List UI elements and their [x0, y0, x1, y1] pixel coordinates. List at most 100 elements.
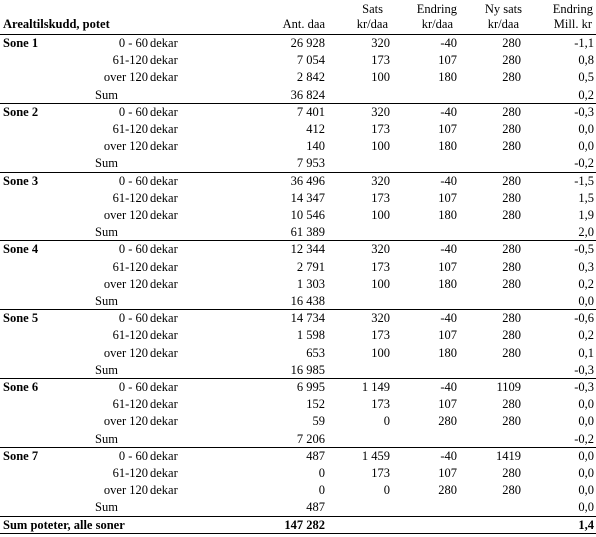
col-header-endring-2: kr/daa: [421, 17, 453, 31]
table-row: Sone 6 0 - 60 dekar 6 995 1 149 -40 1109 -0,3: [0, 379, 596, 396]
endring-mill-cell: 0,2: [578, 328, 594, 343]
endring-mill-cell: 0,0: [578, 448, 594, 463]
table-row: Sone 7 0 - 60 dekar 487 1 459 -40 1419 0,0: [0, 448, 596, 465]
ant-daa-cell: 59: [312, 414, 326, 429]
sats-cell: 100: [371, 208, 390, 222]
ant-daa-cell: 0: [318, 483, 325, 498]
endring-cell: 280: [438, 414, 457, 429]
ant-daa-cell: 7 054: [296, 53, 325, 68]
ny-sats-cell: 280: [502, 139, 521, 154]
endring-cell: 180: [438, 139, 457, 154]
sum-ant-cell: 7 953: [296, 156, 325, 171]
sats-cell: 173: [371, 53, 390, 68]
col-header-ant: Ant. daa: [282, 17, 325, 31]
sum-row: Sum 7 953 -0,2: [0, 155, 596, 172]
range-label: 61-120: [112, 259, 148, 274]
range-label: over 120: [103, 483, 148, 498]
endring-cell: 180: [438, 70, 457, 85]
zone-name: Sone 2: [3, 104, 39, 119]
zone-name: Sone 3: [3, 173, 39, 188]
sats-cell: 173: [371, 122, 390, 136]
endring-mill-cell: 1,5: [578, 190, 594, 205]
sum-ant-cell: 36 824: [290, 87, 325, 102]
endring-mill-cell: 1,9: [578, 208, 594, 222]
unit-label: dekar: [150, 190, 178, 205]
ant-daa-cell: 2 791: [296, 259, 325, 274]
row-divider: [0, 446, 596, 448]
col-header-nysats-1: Ny sats: [484, 2, 522, 16]
table-row: Sone 3 0 - 60 dekar 36 496 320 -40 280 -1,5: [0, 173, 596, 190]
range-label: over 120: [103, 70, 148, 85]
endring-mill-cell: 0,0: [578, 483, 594, 498]
unit-label: dekar: [150, 208, 178, 222]
range-label: over 120: [103, 208, 148, 222]
table-row: Sone 2 0 - 60 dekar 7 401 320 -40 280 -0,3: [0, 104, 596, 121]
unit-label: dekar: [150, 139, 178, 154]
total-label: Sum poteter, alle soner: [3, 517, 125, 532]
ny-sats-cell: 1419: [496, 448, 521, 463]
table-row: Sone 1 0 - 60 dekar 26 928 320 -40 280 -1,1: [0, 35, 596, 52]
sum-mill-cell: 0,2: [578, 87, 594, 102]
endring-cell: -40: [440, 242, 457, 257]
sum-mill-cell: 0,0: [578, 500, 594, 515]
sats-cell: 173: [371, 397, 390, 412]
range-label: 61-120: [112, 466, 148, 480]
sum-row: Sum 16 438 0,0: [0, 293, 596, 310]
row-divider: [0, 378, 596, 379]
ny-sats-cell: 280: [502, 276, 521, 291]
ant-daa-cell: 7 401: [296, 104, 325, 119]
range-label: over 120: [103, 414, 148, 429]
sats-cell: 320: [371, 311, 390, 326]
endring-mill-cell: 0,8: [578, 53, 594, 68]
range-label: 0 - 60: [118, 104, 148, 119]
unit-label: dekar: [150, 345, 178, 360]
endring-cell: 107: [438, 328, 457, 343]
ny-sats-cell: 280: [502, 328, 521, 343]
ny-sats-cell: 280: [502, 208, 521, 222]
ny-sats-cell: 1109: [496, 380, 521, 394]
sats-cell: 173: [371, 259, 390, 274]
table-row: 61-120 dekar 7 054 173 107 280 0,8: [0, 52, 596, 69]
range-label: over 120: [103, 276, 148, 291]
sats-cell: 100: [371, 139, 390, 154]
col-header-endring-1: Endring: [416, 2, 457, 16]
sum-mill-cell: -0,3: [574, 362, 594, 377]
zone-name: Sone 7: [3, 448, 39, 463]
sum-mill-cell: -0,2: [574, 431, 594, 446]
sats-cell: 320: [371, 242, 390, 257]
ant-daa-cell: 1 598: [296, 328, 325, 343]
sum-row: Sum 16 985 -0,3: [0, 362, 596, 379]
ant-daa-cell: 36 496: [290, 173, 325, 188]
unit-label: dekar: [150, 242, 178, 257]
endring-mill-cell: 0,0: [578, 414, 594, 429]
endring-cell: 107: [438, 466, 457, 480]
unit-label: dekar: [150, 53, 178, 68]
table-row: over 120 dekar 140 100 180 280 0,0: [0, 138, 596, 155]
table-row: 61-120 dekar 14 347 173 107 280 1,5: [0, 190, 596, 207]
endring-mill-cell: 0,1: [578, 345, 594, 360]
sum-row: Sum 7 206 -0,2: [0, 431, 596, 448]
row-divider: [0, 515, 596, 517]
table-row: over 120 dekar 0 0 280 280 0,0: [0, 482, 596, 499]
endring-cell: 180: [438, 276, 457, 291]
row-divider: [0, 309, 596, 311]
sats-cell: 1 459: [361, 448, 390, 463]
endring-cell: -40: [440, 380, 457, 394]
sats-cell: 320: [371, 36, 390, 50]
range-label: 0 - 60: [118, 311, 148, 326]
ny-sats-cell: 280: [502, 104, 521, 119]
sats-cell: 173: [371, 328, 390, 343]
sum-label: Sum: [95, 500, 118, 515]
endring-cell: -40: [440, 104, 457, 119]
ny-sats-cell: 280: [502, 483, 521, 498]
sum-label: Sum: [95, 294, 118, 308]
ant-daa-cell: 12 344: [290, 242, 325, 257]
sum-ant-cell: 16 438: [290, 294, 325, 308]
sum-row: Sum 36 824 0,2: [0, 87, 596, 104]
unit-label: dekar: [150, 414, 178, 429]
ant-daa-cell: 1 303: [296, 276, 325, 291]
ant-daa-cell: 14 734: [290, 311, 325, 326]
endring-mill-cell: 0,2: [578, 276, 594, 291]
ny-sats-cell: 280: [502, 414, 521, 429]
sum-label: Sum: [95, 362, 118, 377]
